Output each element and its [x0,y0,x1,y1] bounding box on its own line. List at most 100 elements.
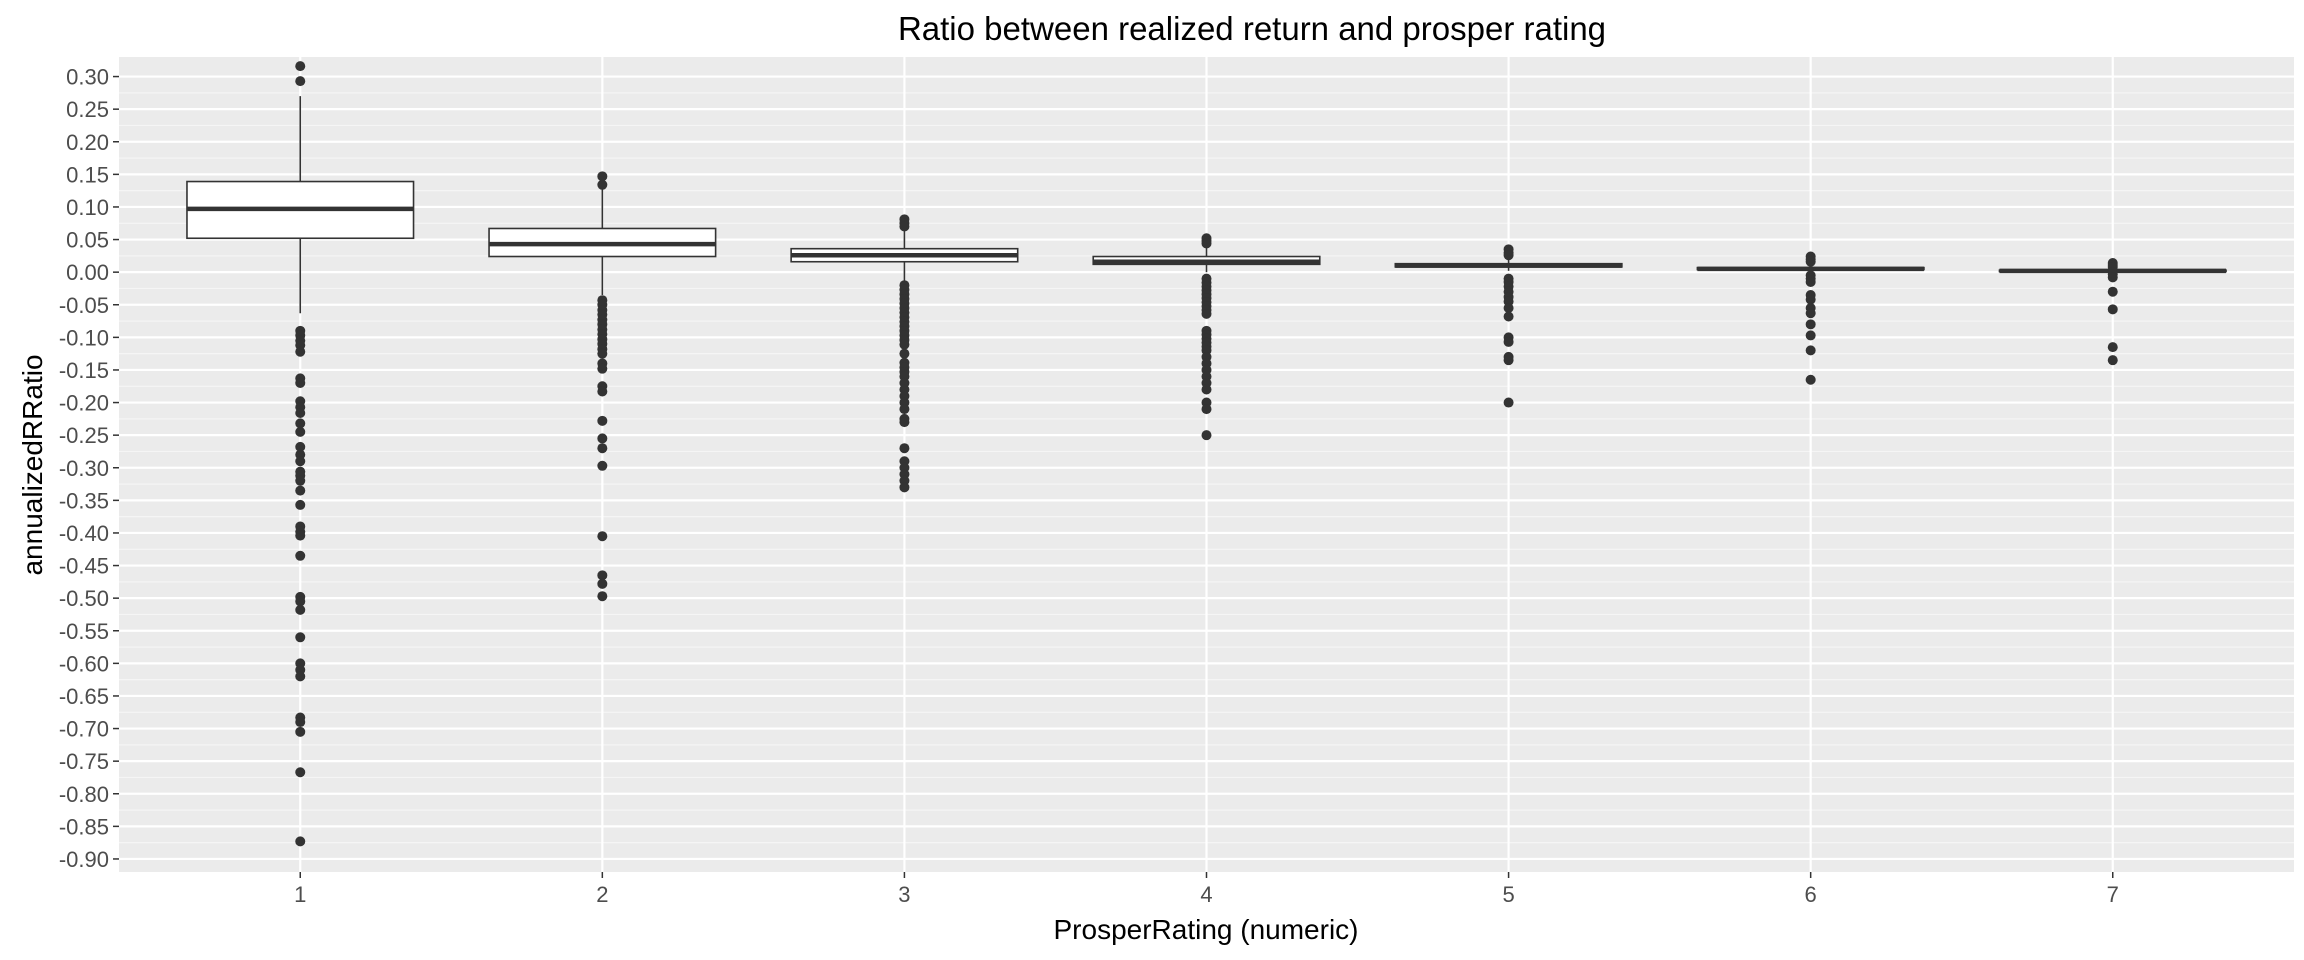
outlier-point [597,386,608,397]
outlier-point [295,767,306,778]
outlier-point [2107,286,2118,297]
y-tick-label: -0.85 [59,814,109,839]
x-tick-label: 3 [898,882,910,907]
box-6 [1696,251,1925,385]
x-axis-ticks: 1 2 3 4 5 6 7 [294,872,2119,907]
outlier-point [899,221,910,232]
outlier-point [1805,256,1816,267]
outlier-point [295,485,306,496]
outlier-point [597,578,608,589]
outlier-point [295,717,306,728]
outlier-point [295,76,306,87]
outlier-point [295,441,306,452]
y-tick-label: 0.00 [66,260,109,285]
outlier-point [899,482,910,493]
y-tick-label: 0.05 [66,228,109,253]
outlier-point [295,836,306,847]
outlier-point [899,404,910,415]
box-5 [1394,244,1623,408]
y-axis-title: annualizedRRatio [17,354,48,575]
x-tick-label: 4 [1200,882,1212,907]
outlier-point [1805,276,1816,287]
outlier-point [295,456,306,467]
y-tick-label: -0.35 [59,488,109,513]
y-tick-label: -0.55 [59,619,109,644]
outlier-point [899,339,910,350]
y-tick-label: -0.30 [59,456,109,481]
y-tick-label: 0.15 [66,162,109,187]
y-tick-label: -0.75 [59,749,109,774]
y-tick-label: 0.30 [66,65,109,90]
outlier-point [295,671,306,682]
outlier-point [1201,238,1212,249]
box-2 [488,171,717,602]
y-tick-label: -0.70 [59,717,109,742]
outlier-point [1503,250,1514,261]
outlier-point [1805,308,1816,319]
outlier-point [899,443,910,454]
y-tick-label: -0.20 [59,391,109,416]
y-tick-label: 0.20 [66,130,109,155]
outlier-point [597,348,608,359]
x-tick-label: 6 [1805,882,1817,907]
outlier-point [2107,261,2118,272]
grid-lines [119,57,2294,872]
x-tick-label: 7 [2107,882,2119,907]
y-tick-label: -0.25 [59,423,109,448]
y-tick-label: -0.10 [59,325,109,350]
outlier-point [295,604,306,615]
outlier-point [1201,384,1212,395]
x-tick-label: 5 [1502,882,1514,907]
outlier-point [2107,355,2118,366]
chart-title: Ratio between realized return and prospe… [898,10,1606,47]
y-axis-ticks: -0.90 -0.85 -0.80 -0.75 -0.70 -0.65 -0.60 -0.55… [59,65,119,872]
y-tick-label: -0.40 [59,521,109,546]
outlier-point [1503,336,1514,347]
outlier-point [1201,430,1212,441]
x-tick-label: 1 [294,882,306,907]
outlier-point [295,632,306,643]
box-3 [790,214,1019,493]
outlier-point [597,443,608,454]
outlier-point [295,475,306,486]
outlier-point [1805,319,1816,330]
outlier-point [597,531,608,542]
outlier-point [597,591,608,602]
outlier-point [1503,303,1514,314]
y-tick-label: -0.50 [59,586,109,611]
outlier-point [2107,342,2118,353]
x-tick-label: 2 [596,882,608,907]
y-tick-label: -0.80 [59,782,109,807]
outlier-point [1805,294,1816,305]
outlier-point [295,426,306,437]
outlier-point [597,179,608,190]
outlier-point [1805,345,1816,356]
outlier-point [295,378,306,388]
outlier-point [1805,330,1816,341]
x-axis-title: ProsperRating (numeric) [1054,914,1359,945]
outlier-point [1805,374,1816,385]
y-tick-label: -0.90 [59,847,109,872]
outlier-point [295,550,306,561]
outlier-point [2107,272,2118,283]
box-7 [1998,258,2227,366]
outlier-point [1201,404,1212,415]
outlier-point [295,499,306,510]
outlier-point [295,530,306,541]
y-tick-label: -0.65 [59,684,109,709]
outlier-point [597,460,608,471]
outlier-point [295,61,306,72]
outlier-point [295,418,306,429]
y-tick-label: 0.10 [66,195,109,220]
outlier-point [597,433,608,444]
outlier-point [597,363,608,374]
y-tick-label: -0.05 [59,293,109,318]
outlier-point [1503,311,1514,322]
box-1 [186,61,415,847]
outlier-point [295,596,306,607]
outlier-point [1503,355,1514,366]
y-tick-label: -0.45 [59,554,109,579]
outlier-point [899,417,910,428]
y-tick-label: -0.15 [59,358,109,383]
